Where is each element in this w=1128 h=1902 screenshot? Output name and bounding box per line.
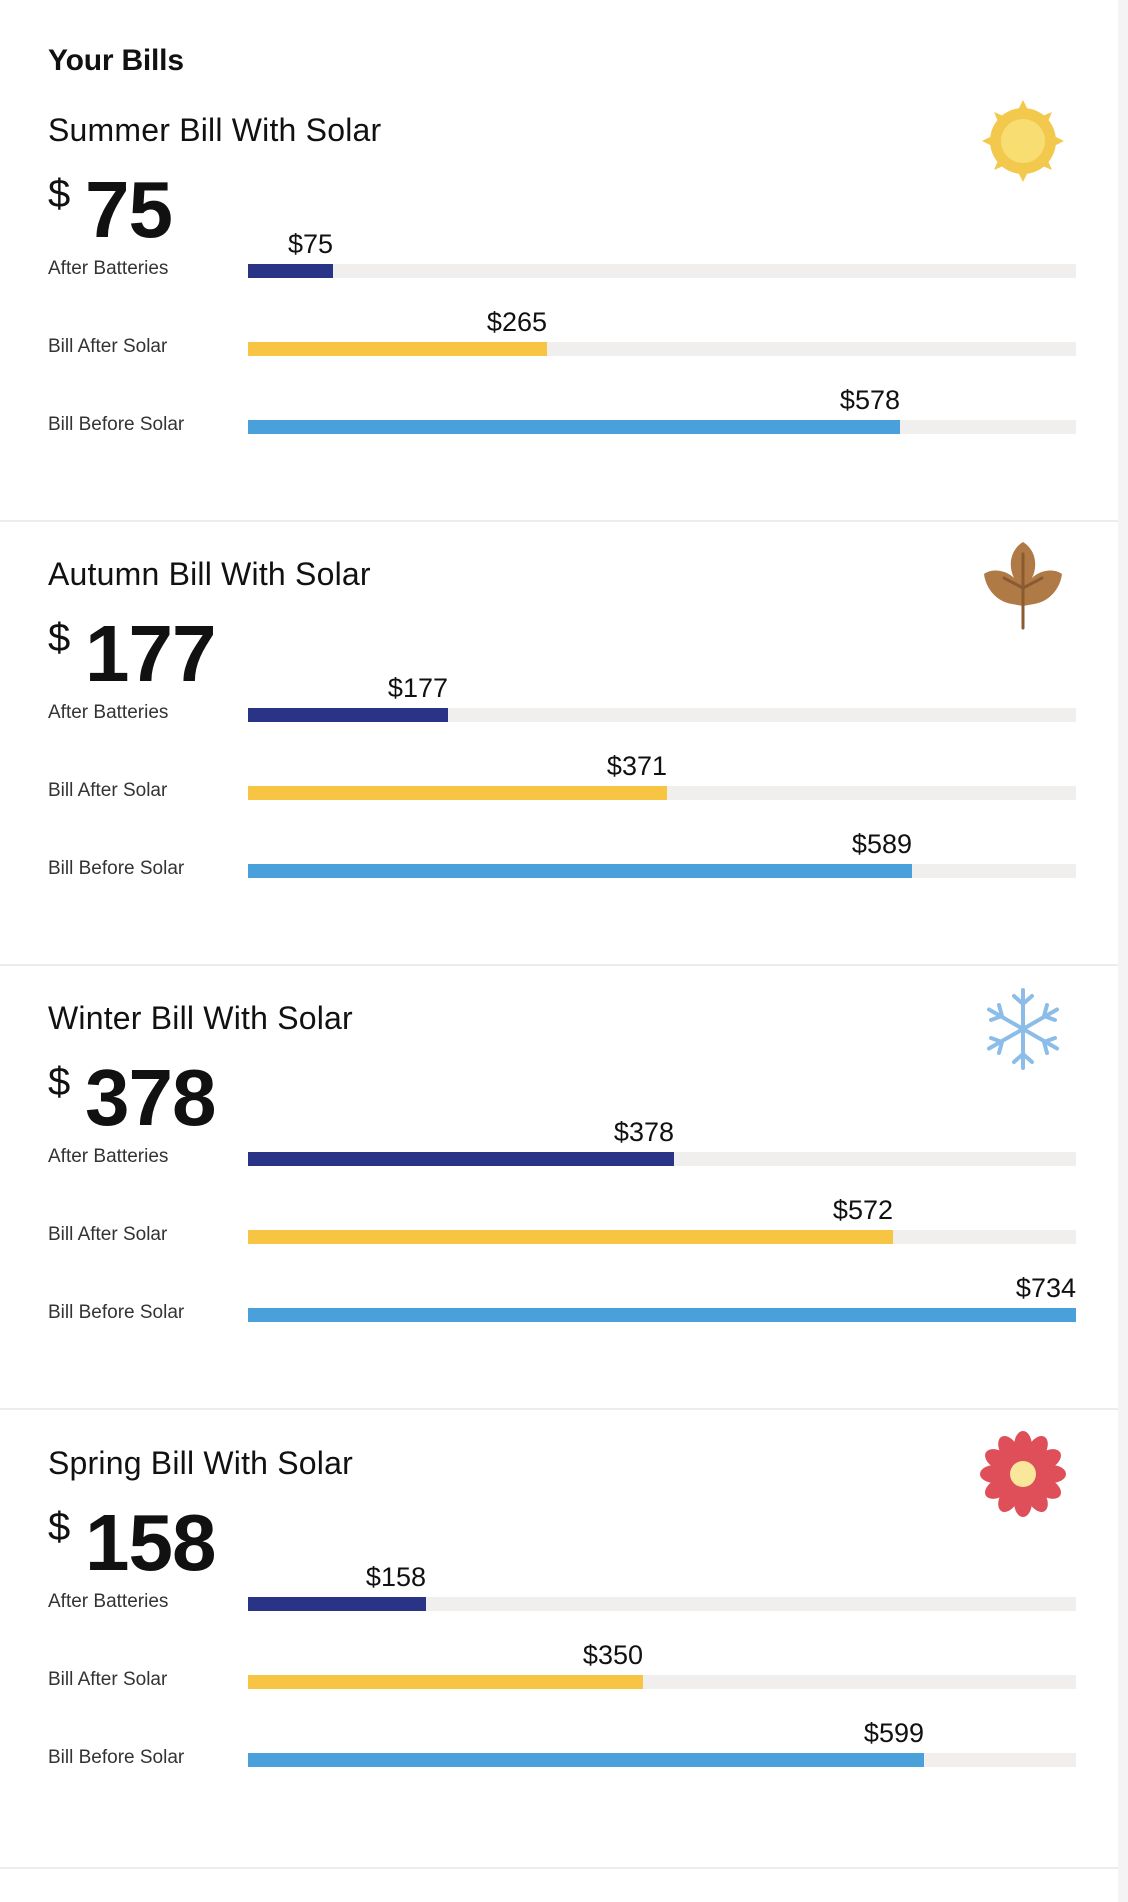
bar-track — [248, 1152, 1076, 1166]
bar-track — [248, 420, 1076, 434]
bar-label: After Batteries — [48, 1146, 169, 1167]
bar-fill — [248, 1753, 924, 1767]
bill-before-solar-row: Bill Before Solar $578 — [48, 385, 1076, 438]
bar-fill — [248, 342, 547, 356]
bar-label: Bill Before Solar — [48, 1747, 185, 1768]
bar-label: Bill After Solar — [48, 1669, 168, 1690]
bar-track — [248, 864, 1076, 878]
bar-fill — [248, 708, 448, 722]
autumn-bill-card: Autumn Bill With Solar $ 177 After Batte… — [0, 542, 1128, 1000]
after-batteries-row: After Batteries $75 — [48, 229, 1076, 282]
bill-after-solar-row: Bill After Solar $350 — [48, 1640, 1076, 1693]
section-divider — [0, 520, 1128, 522]
season-title: Spring Bill With Solar — [48, 1445, 353, 1481]
bar-fill — [248, 1308, 1076, 1322]
bar-value-label: $378 — [613, 1117, 674, 1147]
winter-bill-card: Winter Bill With Solar $ 378 — [0, 988, 1128, 1444]
bar-value-label: $75 — [287, 229, 333, 259]
snowflake-icon — [978, 984, 1068, 1074]
currency-symbol: $ — [48, 172, 71, 216]
section-divider — [0, 1867, 1128, 1869]
section-divider — [0, 964, 1128, 966]
bar-fill — [248, 1675, 643, 1689]
season-title: Summer Bill With Solar — [48, 112, 382, 148]
page-edge — [1118, 0, 1128, 1902]
bar-fill — [248, 864, 912, 878]
bar-track — [248, 1230, 1076, 1244]
bar-fill — [248, 264, 333, 278]
bar-label: Bill Before Solar — [48, 414, 185, 435]
bar-label: Bill Before Solar — [48, 1302, 185, 1323]
bar-value-label: $177 — [387, 673, 448, 703]
bill-after-solar-row: Bill After Solar $572 — [48, 1195, 1076, 1248]
bill-before-solar-row: Bill Before Solar $589 — [48, 829, 1076, 882]
page-title: Your Bills — [48, 44, 184, 77]
bar-fill — [248, 1597, 426, 1611]
flower-icon — [978, 1429, 1068, 1519]
amount-value: 177 — [85, 609, 216, 698]
currency-symbol: $ — [48, 1060, 71, 1104]
bar-track — [248, 708, 1076, 722]
bill-after-solar-row: Bill After Solar $265 — [48, 307, 1076, 360]
bar-track — [248, 786, 1076, 800]
bar-fill — [248, 1230, 893, 1244]
bill-before-solar-row: Bill Before Solar $734 — [48, 1273, 1076, 1326]
amount-value: 75 — [85, 165, 173, 254]
leaf-icon — [978, 540, 1068, 630]
spring-bill-card: Spring Bill With Solar — [0, 1431, 1128, 1889]
bill-before-solar-row: Bill Before Solar $599 — [48, 1718, 1076, 1771]
summer-bill-card: Summer Bill With Solar $ 75 — [0, 100, 1128, 556]
amount-value: 378 — [85, 1053, 216, 1142]
bar-value-label: $589 — [851, 829, 912, 859]
bar-label: Bill Before Solar — [48, 858, 185, 879]
bar-label: Bill After Solar — [48, 780, 168, 801]
bar-track — [248, 1308, 1076, 1322]
bar-value-label: $350 — [582, 1640, 643, 1670]
bar-value-label: $158 — [365, 1562, 426, 1592]
bar-value-label: $371 — [606, 751, 667, 781]
bar-track — [248, 342, 1076, 356]
currency-symbol: $ — [48, 616, 71, 660]
amount-value: 158 — [85, 1498, 216, 1587]
bar-track — [248, 264, 1076, 278]
section-divider — [0, 1408, 1128, 1410]
bar-fill — [248, 786, 667, 800]
bar-track — [248, 1675, 1076, 1689]
bar-label: After Batteries — [48, 258, 169, 279]
after-batteries-row: After Batteries $158 — [48, 1562, 1076, 1615]
bar-track — [248, 1753, 1076, 1767]
season-title: Winter Bill With Solar — [48, 1000, 353, 1036]
bar-value-label: $578 — [839, 385, 900, 415]
after-batteries-row: After Batteries $177 — [48, 673, 1076, 726]
bar-fill — [248, 1152, 674, 1166]
currency-symbol: $ — [48, 1505, 71, 1549]
bar-value-label: $572 — [832, 1195, 893, 1225]
bar-track — [248, 1597, 1076, 1611]
sun-icon — [978, 96, 1068, 186]
bar-label: After Batteries — [48, 702, 169, 723]
after-batteries-row: After Batteries $378 — [48, 1117, 1076, 1170]
season-title: Autumn Bill With Solar — [48, 556, 371, 592]
bill-after-solar-row: Bill After Solar $371 — [48, 751, 1076, 804]
bar-label: After Batteries — [48, 1591, 169, 1612]
bar-value-label: $734 — [1015, 1273, 1076, 1303]
bar-label: Bill After Solar — [48, 336, 168, 357]
bar-label: Bill After Solar — [48, 1224, 168, 1245]
bar-value-label: $599 — [863, 1718, 924, 1748]
bar-value-label: $265 — [486, 307, 547, 337]
bar-fill — [248, 420, 900, 434]
